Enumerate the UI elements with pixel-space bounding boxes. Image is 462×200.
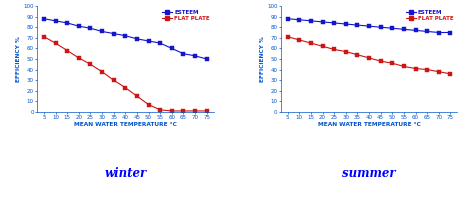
Y-axis label: EFFICIENCY %: EFFICIENCY % — [16, 36, 21, 82]
X-axis label: MEAN WATER TEMPERATURE °C: MEAN WATER TEMPERATURE °C — [317, 122, 420, 127]
Y-axis label: EFFICIENCY %: EFFICIENCY % — [260, 36, 265, 82]
Text: winter: winter — [104, 167, 146, 180]
Legend: ESTEEM, FLAT PLATE: ESTEEM, FLAT PLATE — [161, 9, 211, 22]
X-axis label: MEAN WATER TEMPERATURE °C: MEAN WATER TEMPERATURE °C — [74, 122, 177, 127]
Text: summer: summer — [342, 167, 396, 180]
Legend: ESTEEM, FLAT PLATE: ESTEEM, FLAT PLATE — [405, 9, 455, 22]
